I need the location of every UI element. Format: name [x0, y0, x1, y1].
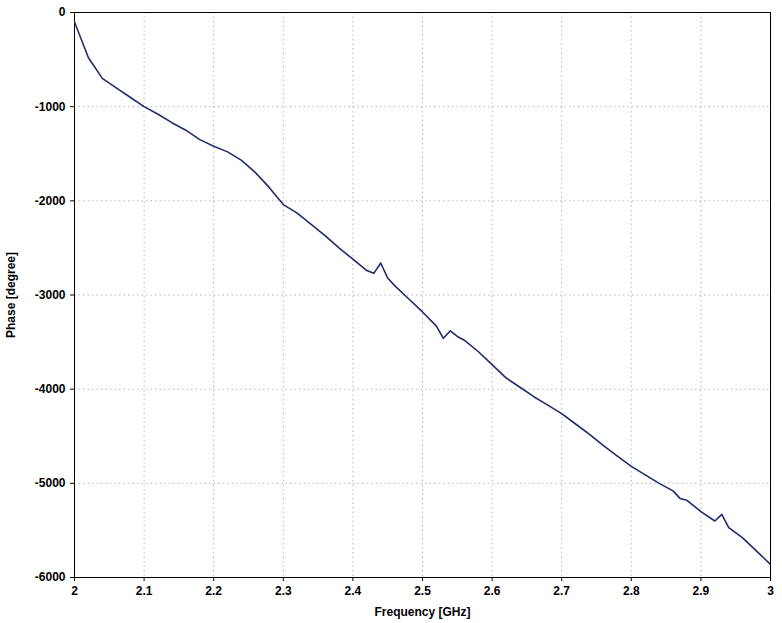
svg-text:-1000: -1000 [35, 100, 66, 114]
svg-text:2.4: 2.4 [345, 584, 362, 598]
svg-text:2.9: 2.9 [693, 584, 710, 598]
svg-text:2.7: 2.7 [553, 584, 570, 598]
svg-text:2.8: 2.8 [623, 584, 640, 598]
svg-text:3: 3 [767, 584, 774, 598]
svg-text:-2000: -2000 [35, 194, 66, 208]
svg-text:-3000: -3000 [35, 288, 66, 302]
svg-text:2.1: 2.1 [136, 584, 153, 598]
svg-text:-6000: -6000 [35, 570, 66, 584]
svg-text:Frequency [GHz]: Frequency [GHz] [374, 605, 470, 619]
svg-text:0: 0 [59, 5, 66, 19]
svg-text:Phase [degree]: Phase [degree] [4, 252, 18, 338]
svg-text:-4000: -4000 [35, 382, 66, 396]
svg-text:-5000: -5000 [35, 476, 66, 490]
svg-text:2.5: 2.5 [414, 584, 431, 598]
svg-text:2: 2 [71, 584, 78, 598]
svg-text:2.6: 2.6 [484, 584, 501, 598]
svg-text:2.2: 2.2 [205, 584, 222, 598]
svg-text:2.3: 2.3 [275, 584, 292, 598]
